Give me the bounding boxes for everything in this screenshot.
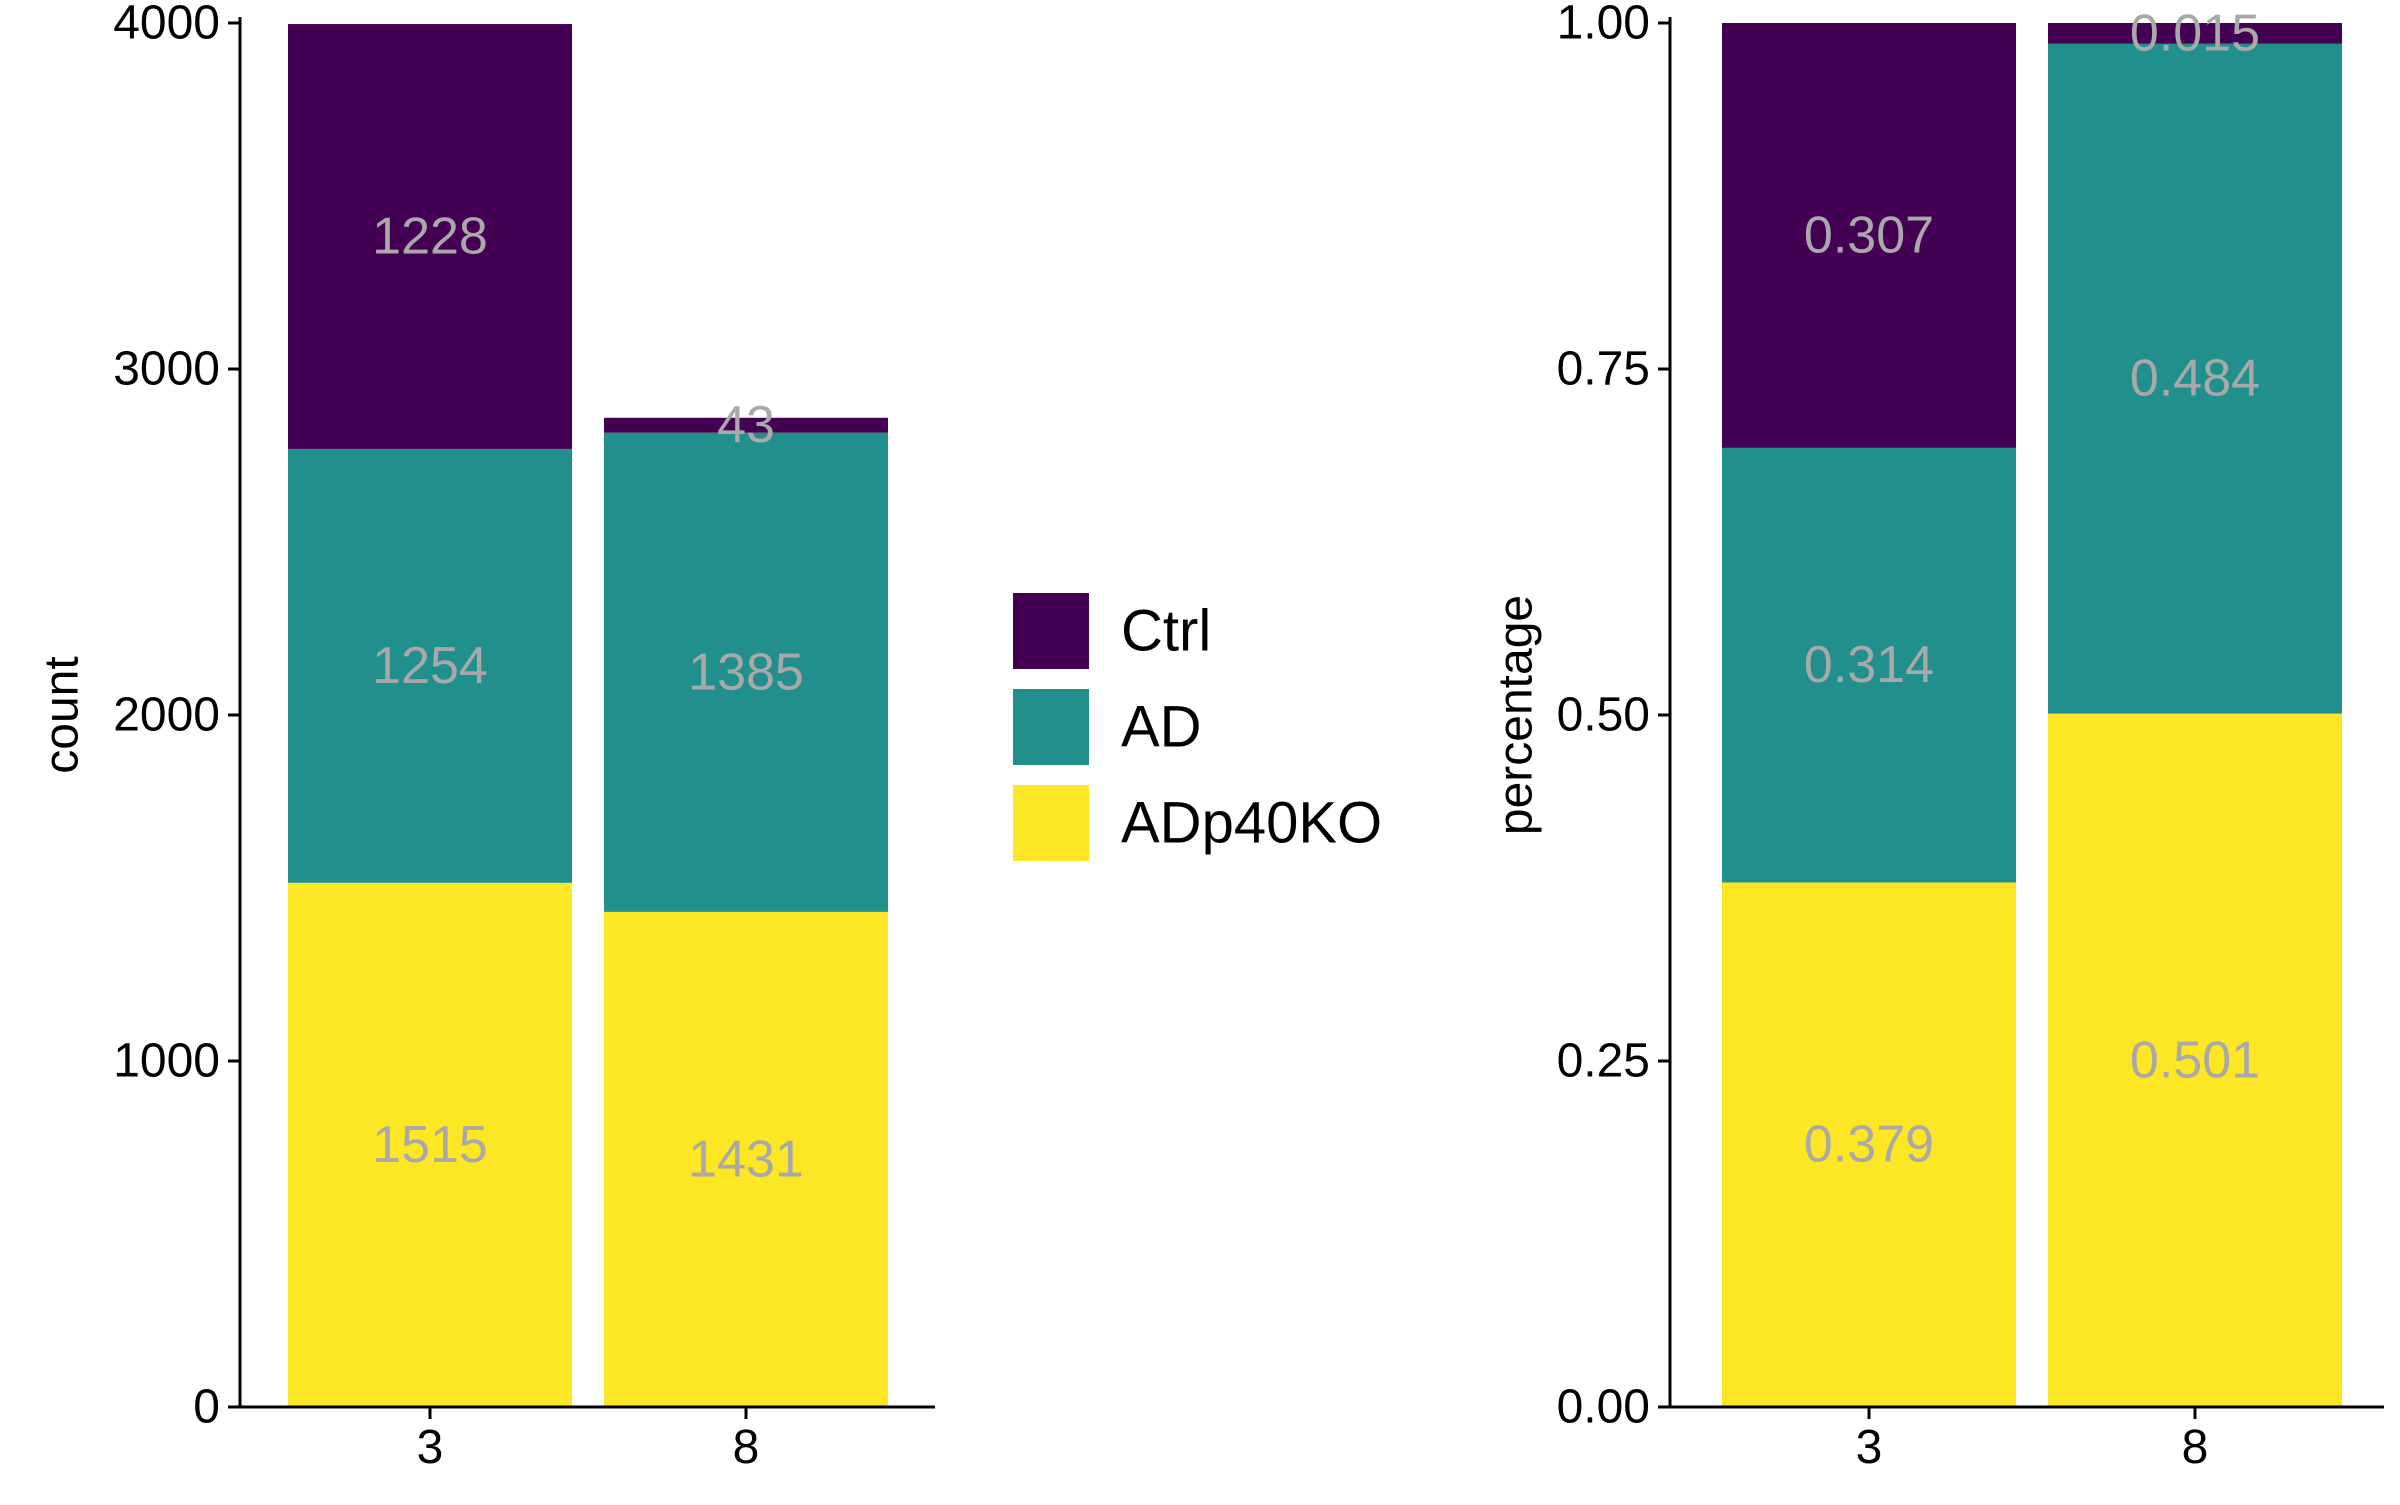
y-tick-label: 2000 [113, 689, 220, 742]
bar-label-ad-8: 1385 [688, 643, 804, 701]
legend-label-ad: AD [1121, 695, 1202, 760]
legend-label-adp40ko: ADp40KO [1121, 791, 1382, 856]
legend-swatch-adp40ko [1013, 785, 1089, 861]
bar-ad-3 [1722, 447, 2016, 883]
bar-ad-3 [288, 448, 572, 883]
x-tick-label: 3 [1856, 1421, 1883, 1474]
y-tick-label: 4000 [113, 0, 220, 50]
y-axis-title: count [36, 656, 89, 773]
bar-label-ctrl-8: 0.015 [2130, 4, 2260, 62]
y-tick-label: 0.50 [1557, 689, 1650, 742]
bar-ad-8 [2048, 43, 2342, 714]
bar-label-ad-8: 0.484 [2130, 350, 2260, 408]
legend-label-ctrl: Ctrl [1121, 599, 1211, 664]
bar-adp40ko-8 [604, 911, 888, 1407]
bar-label-adp40ko-3: 0.379 [1804, 1116, 1934, 1174]
y-axis-title: percentage [1490, 595, 1543, 835]
legend-swatch-ctrl [1013, 593, 1089, 669]
bar-label-adp40ko-8: 1431 [688, 1130, 804, 1188]
legend-swatch-ad [1013, 689, 1089, 765]
bar-ctrl-8 [2048, 23, 2342, 44]
bar-label-adp40ko-3: 1515 [372, 1116, 488, 1174]
percentage-panel: 0.379 0.314 0.307 0.501 0.484 0.015 0.00 0.25 0.… [1490, 0, 2384, 1474]
y-tick-label: 0.25 [1557, 1035, 1650, 1088]
x-tick-label: 8 [2182, 1421, 2209, 1474]
bar-label-ad-3: 0.314 [1804, 636, 1934, 694]
bar-label-adp40ko-8: 0.501 [2130, 1031, 2260, 1089]
bar-label-ad-3: 1254 [372, 637, 488, 695]
y-tick-label: 0 [193, 1381, 220, 1434]
y-tick-label: 0.00 [1557, 1381, 1650, 1434]
bar-label-ctrl-3: 1228 [372, 207, 488, 265]
y-tick-label: 1000 [113, 1035, 220, 1088]
bar-ad-8 [604, 432, 888, 912]
x-tick-label: 8 [733, 1421, 760, 1474]
bar-adp40ko-3 [288, 882, 572, 1407]
bar-adp40ko-3 [1722, 882, 2016, 1407]
bar-adp40ko-8 [2048, 713, 2342, 1407]
y-tick-label: 3000 [113, 343, 220, 396]
bar-ctrl-3 [1722, 23, 2016, 448]
bar-label-ctrl-3: 0.307 [1804, 206, 1934, 264]
bar-label-ctrl-8: 43 [717, 396, 775, 454]
bar-ctrl-3 [288, 24, 572, 449]
legend: Ctrl AD ADp40KO [1013, 593, 1382, 861]
count-panel: 1515 1254 1228 1431 1385 43 0 1000 2000 3000 4000 3… [36, 0, 935, 1474]
x-tick-label: 3 [417, 1421, 444, 1474]
y-tick-label: 0.75 [1557, 343, 1650, 396]
y-tick-label: 1.00 [1557, 0, 1650, 50]
bar-ctrl-8 [604, 417, 888, 433]
